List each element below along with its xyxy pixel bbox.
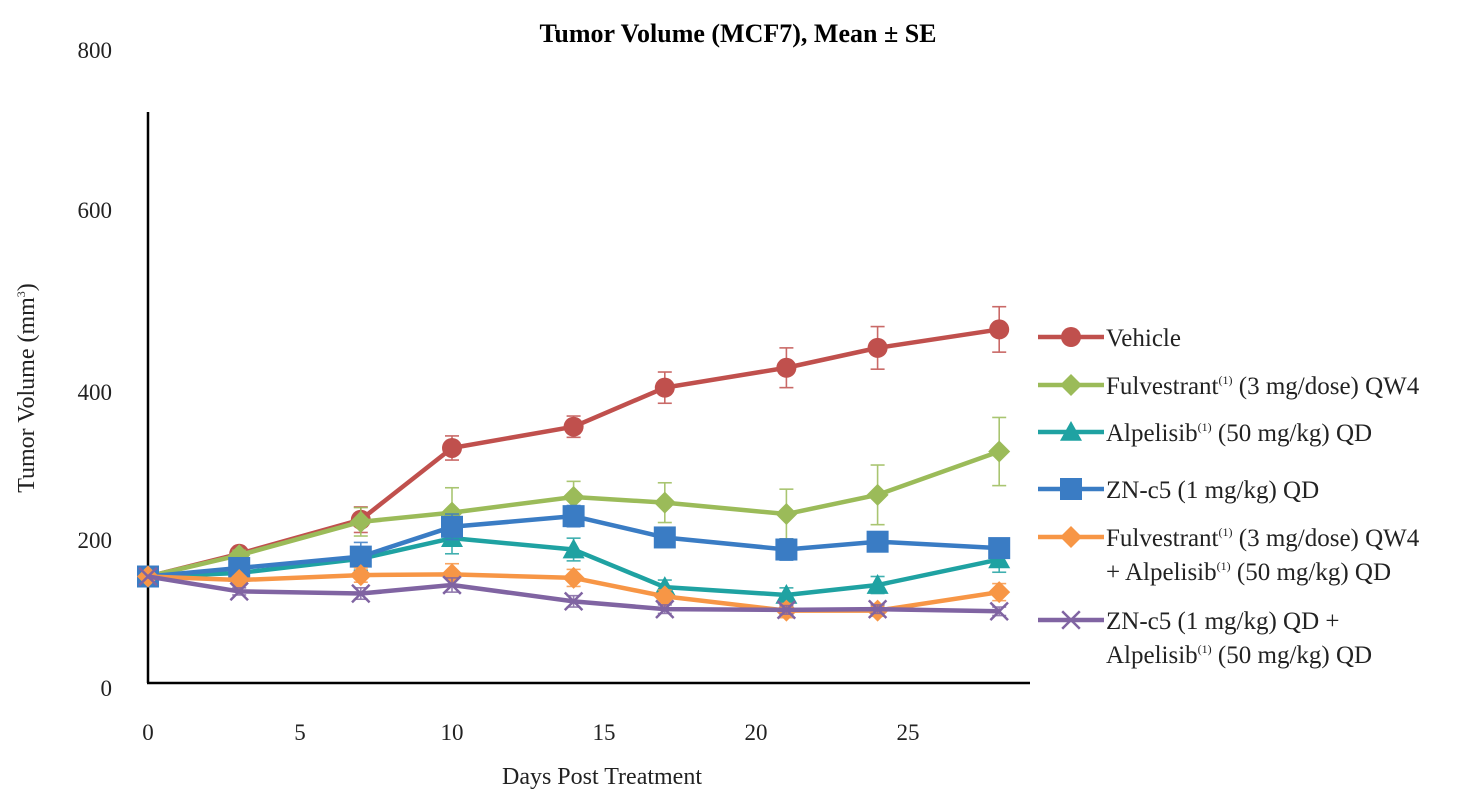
data-point [351,583,371,604]
data-point [1060,374,1082,396]
data-point [562,505,585,528]
legend-item: Fulvestrant(1) (3 mg/dose) QW4 + Alpelisi… [1038,525,1420,586]
data-point [653,526,676,549]
data-point [776,357,797,378]
data-point [988,440,1011,463]
data-point [349,564,372,587]
y-axis-label: Tumor Volume (mm3) [14,283,40,493]
data-point [867,599,888,619]
data-point [442,437,462,458]
legend: Vehicle Fulvestrant(1) (3 mg/dose) QW4 Alp… [1038,325,1420,669]
data-point [1060,421,1082,441]
data-point [562,566,585,589]
data-point [442,575,462,595]
data-point [138,566,158,587]
data-point [988,581,1011,604]
series-5 [138,566,1009,621]
x-tick-label: 20 [745,720,768,745]
x-axis-label: Days Post Treatment [502,764,702,789]
legend-item: ZN-c5 (1 mg/kg) QD [1038,477,1319,504]
x-tick-label: 5 [294,720,306,745]
data-point [349,510,372,533]
y-axis-ticks: 0 200 400 600 800 [78,38,113,701]
data-point [776,600,797,620]
legend-label: Alpelisib(1) (50 mg/kg) QD [1106,420,1372,447]
x-tick-label: 15 [593,720,616,745]
series-3 [137,504,1011,588]
data-point [775,583,798,604]
data-point [1060,526,1082,548]
data-point [653,491,676,514]
data-point [563,416,584,437]
x-tick-label: 0 [142,720,154,745]
data-point [988,537,1011,560]
series-layer [137,305,1011,622]
data-point [229,581,249,602]
legend-label: Vehicle [1106,325,1181,352]
legend-label: + Alpelisib(1) (50 mg/kg) QD [1106,559,1391,586]
data-point [775,503,798,526]
data-point [653,585,676,608]
series-1 [137,416,1011,588]
data-point [1061,610,1081,630]
data-point [563,591,584,612]
chart-title: Tumor Volume (MCF7), Mean ± SE [539,19,936,48]
y-tick-label: 800 [78,38,113,63]
data-point [867,337,888,358]
data-point [1060,478,1082,500]
x-tick-label: 10 [441,720,464,745]
data-point [349,545,372,568]
legend-label: Fulvestrant(1) (3 mg/dose) QW4 [1106,373,1420,400]
y-tick-label: 200 [78,528,113,553]
legend-item: ZN-c5 (1 mg/kg) QD + Alpelisib(1) (50 mg/… [1038,608,1372,669]
data-point [775,538,798,561]
x-tick-label: 25 [897,720,920,745]
data-point [562,538,585,559]
data-point [441,515,463,538]
data-point [866,574,889,594]
data-point [228,556,251,579]
legend-item: Alpelisib(1) (50 mg/kg) QD [1038,420,1372,447]
legend-label: Alpelisib(1) (50 mg/kg) QD [1106,642,1372,669]
data-point [989,319,1010,340]
legend-label: Fulvestrant(1) (3 mg/dose) QW4 [1106,525,1420,552]
legend-item: Vehicle [1038,325,1181,352]
legend-label: ZN-c5 (1 mg/kg) QD + [1106,608,1340,635]
x-axis-ticks: 0 5 10 15 20 25 [142,720,919,745]
data-point [1061,327,1081,347]
legend-item: Fulvestrant(1) (3 mg/dose) QW4 [1038,373,1420,400]
data-point [562,485,585,508]
y-tick-label: 400 [78,380,113,405]
y-tick-label: 0 [101,676,113,701]
legend-label: ZN-c5 (1 mg/kg) QD [1106,477,1319,504]
data-point [655,599,675,619]
data-point [989,601,1009,621]
data-point [866,483,889,506]
data-point [654,377,675,398]
data-point [866,530,889,553]
y-tick-label: 600 [78,198,113,223]
